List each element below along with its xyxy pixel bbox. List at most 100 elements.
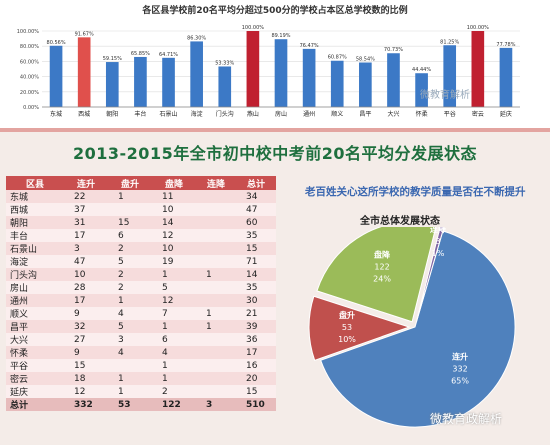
bottom-panel: 2013-2015年全市初中校中考前20名平均分发展状态 区县 连升 盘升 盘降… xyxy=(0,132,550,445)
y-tick-label: 60.00% xyxy=(20,59,39,65)
table-total-cell: 53 xyxy=(108,398,152,411)
table-cell: 9 xyxy=(64,307,108,320)
table-cell: 18 xyxy=(64,372,108,385)
table-total-cell: 122 xyxy=(152,398,196,411)
table-cell xyxy=(196,372,236,385)
table-cell: 5 xyxy=(152,281,196,294)
table-row: 顺义 9 4 7 1 21 xyxy=(6,307,276,320)
x-tick-label: 平谷 xyxy=(444,110,456,118)
table-cell: 19 xyxy=(152,255,196,268)
bar-value-label: 44.44% xyxy=(412,67,431,73)
x-tick-label: 顺义 xyxy=(331,111,343,118)
table-cell: 通州 xyxy=(6,294,64,307)
table-row: 怀柔 9 4 4 17 xyxy=(6,346,276,359)
table-cell: 东城 xyxy=(6,190,64,203)
x-tick-label: 朝阳 xyxy=(106,110,118,118)
table-cell: 27 xyxy=(64,333,108,346)
table-row: 石景山 3 2 10 15 xyxy=(6,242,276,255)
table-cell: 怀柔 xyxy=(6,346,64,359)
table-row: 海淀 47 5 19 71 xyxy=(6,255,276,268)
table-cell xyxy=(196,346,236,359)
table-cell: 71 xyxy=(236,255,276,268)
table-cell: 17 xyxy=(236,346,276,359)
bar xyxy=(246,31,260,107)
table-cell: 15 xyxy=(108,216,152,229)
top-bar-chart-panel: 各区县学校前20名平均分超过500分的学校占本区总学校数的比例 0.00% 20.… xyxy=(0,0,550,128)
table-cell: 36 xyxy=(236,333,276,346)
pie-label-percent: 10% xyxy=(338,335,356,344)
header-cell: 盘升 xyxy=(108,176,152,190)
table-cell: 1 xyxy=(196,307,236,320)
table-cell: 12 xyxy=(152,294,196,307)
table-cell: 4 xyxy=(108,307,152,320)
table-cell: 朝阳 xyxy=(6,216,64,229)
bar-value-label: 91.67% xyxy=(75,31,94,37)
table-cell: 60 xyxy=(236,216,276,229)
table-cell: 35 xyxy=(236,281,276,294)
pie-label-value: 3 xyxy=(435,237,440,246)
table-cell: 15 xyxy=(236,242,276,255)
main-title: 2013-2015年全市初中校中考前20名平均分发展状态 xyxy=(73,144,477,163)
bar xyxy=(302,48,316,107)
table-row: 大兴 27 3 6 36 xyxy=(6,333,276,346)
table-cell xyxy=(196,216,236,229)
table-cell: 丰台 xyxy=(6,229,64,242)
table-cell: 石景山 xyxy=(6,242,64,255)
bar xyxy=(359,62,372,107)
pie-label-value: 53 xyxy=(342,323,352,332)
table-cell: 2 xyxy=(108,268,152,281)
table-cell: 34 xyxy=(236,190,276,203)
bar xyxy=(443,45,457,107)
table-cell: 39 xyxy=(236,320,276,333)
bar xyxy=(105,62,119,107)
x-tick-label: 昌平 xyxy=(359,111,371,118)
table-cell: 昌平 xyxy=(6,320,64,333)
pie-chart: 连升 332 65% 盘升 53 10% 盘降 122 24% 连降 3 1% xyxy=(308,227,516,428)
pie-slice xyxy=(308,295,411,362)
bar-value-label: 81.25% xyxy=(440,39,459,45)
bar xyxy=(415,73,428,107)
header-cell: 区县 xyxy=(6,176,64,190)
x-tick-label: 密云 xyxy=(472,110,484,118)
x-tick-label: 海淀 xyxy=(191,110,203,118)
table-cell xyxy=(196,359,236,372)
table-cell: 20 xyxy=(236,372,276,385)
bar xyxy=(162,57,175,107)
table-header-row: 区县 连升 盘升 盘降 连降 总计 xyxy=(6,176,276,190)
table-cell: 1 xyxy=(196,268,236,281)
table-cell: 5 xyxy=(108,320,152,333)
pie-label-name: 连降 xyxy=(430,227,447,234)
table-cell: 1 xyxy=(152,268,196,281)
table-row: 东城 22 1 11 34 xyxy=(6,190,276,203)
bar xyxy=(330,60,344,107)
table-cell: 17 xyxy=(64,294,108,307)
table-cell: 门头沟 xyxy=(6,268,64,281)
table-cell: 房山 xyxy=(6,281,64,294)
bar xyxy=(387,53,400,107)
table-cell: 14 xyxy=(236,268,276,281)
district-table: 区县 连升 盘升 盘降 连降 总计 东城 22 1 11 34 西城 37 10 47 朝阳 31 1… xyxy=(6,176,276,411)
table-cell: 平谷 xyxy=(6,359,64,372)
pie-label-name: 盘升 xyxy=(339,310,355,320)
table-cell: 16 xyxy=(236,359,276,372)
bar-value-label: 64.71% xyxy=(159,52,178,58)
table-cell: 37 xyxy=(64,203,108,216)
table-cell xyxy=(196,242,236,255)
table-cell: 1 xyxy=(108,190,152,203)
table-cell: 22 xyxy=(64,190,108,203)
table-cell: 28 xyxy=(64,281,108,294)
table-cell: 1 xyxy=(152,320,196,333)
table-cell: 1 xyxy=(108,372,152,385)
y-tick-label: 0.00% xyxy=(23,105,39,111)
pie-label-percent: 1% xyxy=(432,249,445,258)
x-tick-label: 燕山 xyxy=(247,110,259,118)
table-total-cell: 510 xyxy=(236,398,276,411)
table-cell xyxy=(196,255,236,268)
table-total-row: 总计 332 53 122 3 510 xyxy=(6,398,276,411)
top-watermark: 微教育解析 xyxy=(420,90,470,101)
divider-band xyxy=(0,128,550,132)
watermark: 微教育政解析 xyxy=(430,412,503,426)
bar xyxy=(190,41,203,107)
header-cell: 连升 xyxy=(64,176,108,190)
table-row: 通州 17 1 12 30 xyxy=(6,294,276,307)
